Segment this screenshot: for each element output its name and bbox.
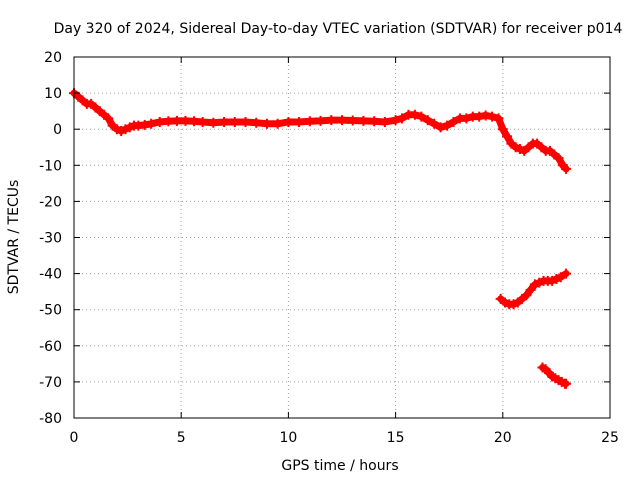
x-axis-label: GPS time / hours xyxy=(281,458,398,474)
data-point xyxy=(347,115,358,126)
data-point xyxy=(180,115,191,126)
series-1 xyxy=(69,88,572,174)
data-point xyxy=(189,116,200,127)
data-point xyxy=(502,131,513,142)
data-point xyxy=(208,117,219,128)
x-axis-ticks: 0 5 10 15 20 25 xyxy=(70,57,619,446)
data-point xyxy=(315,115,326,126)
y-tick-label: -10 xyxy=(39,158,62,174)
series-1-band xyxy=(70,89,570,173)
data-point xyxy=(435,122,446,133)
data-point xyxy=(442,120,453,131)
y-axis-ticks: -80 -70 -60 -50 -40 -30 -20 -10 0 10 20 xyxy=(39,50,610,427)
data-point xyxy=(369,116,380,127)
y-tick-label: 20 xyxy=(44,50,62,66)
x-tick-label: 25 xyxy=(601,430,619,446)
data-point xyxy=(487,111,498,122)
data-point xyxy=(219,116,230,127)
y-tick-label: 0 xyxy=(53,122,62,138)
data-point xyxy=(154,116,165,127)
y-tick-label: 10 xyxy=(44,86,62,102)
x-tick-label: 10 xyxy=(279,430,297,446)
data-point xyxy=(358,115,369,126)
data-point xyxy=(422,115,433,126)
data-point xyxy=(525,284,536,295)
data-point xyxy=(493,113,504,124)
data-point xyxy=(397,113,408,124)
data-point xyxy=(561,163,572,174)
data-point xyxy=(497,124,508,135)
data-point xyxy=(139,119,150,130)
chart-title: Day 320 of 2024, Sidereal Day-to-day VTE… xyxy=(54,21,623,37)
data-point xyxy=(379,116,390,127)
data-point xyxy=(561,378,572,389)
data-point xyxy=(163,116,174,127)
data-point xyxy=(474,111,485,122)
data-point xyxy=(337,115,347,126)
y-tick-label: -50 xyxy=(39,303,62,319)
y-tick-label: -60 xyxy=(39,339,62,355)
y-tick-label: -80 xyxy=(39,411,62,427)
data-point xyxy=(272,118,283,129)
series-3 xyxy=(537,362,572,389)
data-point xyxy=(283,116,294,127)
data-point xyxy=(103,113,114,124)
data-point xyxy=(480,110,491,121)
grid-lines xyxy=(74,57,610,418)
data-point xyxy=(429,118,440,129)
data-point xyxy=(416,111,427,122)
data-point xyxy=(229,116,240,127)
y-axis-label: SDTVAR / TECUs xyxy=(6,180,22,295)
data-point xyxy=(240,116,251,127)
x-tick-label: 0 xyxy=(70,430,79,446)
x-tick-label: 15 xyxy=(387,430,405,446)
data-point xyxy=(146,118,157,129)
data-point xyxy=(521,290,532,301)
y-tick-label: -40 xyxy=(39,267,62,283)
data-point xyxy=(261,118,272,129)
series-2 xyxy=(495,268,572,310)
data-point xyxy=(304,116,315,127)
data-point xyxy=(197,116,208,127)
data-marks xyxy=(69,88,572,389)
y-tick-label: -30 xyxy=(39,231,62,247)
data-point xyxy=(561,268,572,279)
y-tick-label: -20 xyxy=(39,194,62,210)
x-tick-label: 5 xyxy=(177,430,186,446)
data-point xyxy=(390,115,401,126)
data-point xyxy=(555,272,566,283)
y-tick-label: -70 xyxy=(39,375,62,391)
data-point xyxy=(171,115,182,126)
data-point xyxy=(409,109,420,120)
data-point xyxy=(461,113,472,124)
data-point xyxy=(326,115,337,126)
data-point xyxy=(553,153,564,164)
data-point xyxy=(294,116,305,127)
x-tick-label: 20 xyxy=(494,430,512,446)
data-point xyxy=(251,117,262,128)
data-point xyxy=(448,116,459,127)
